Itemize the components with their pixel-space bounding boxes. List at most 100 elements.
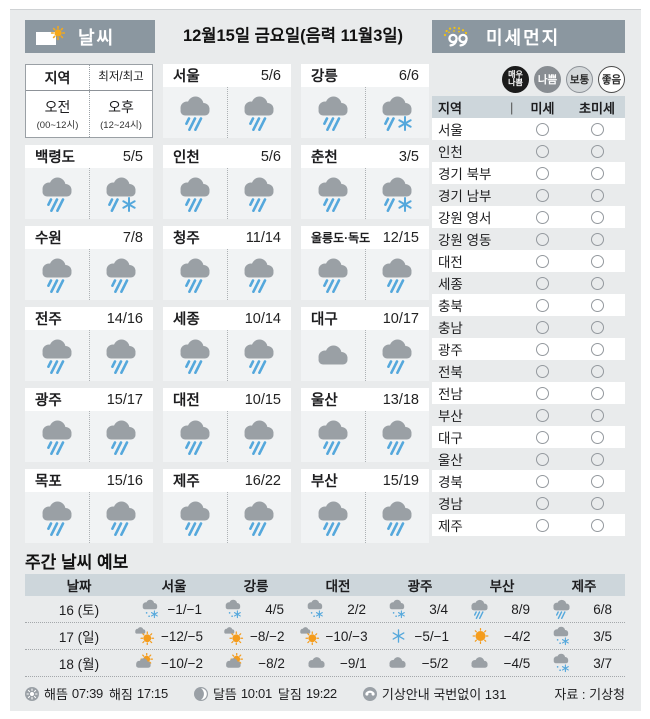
dust-section-header: 미세먼지 [432, 20, 625, 53]
weekly-temp: −5/2 [421, 655, 449, 671]
weather-cell: 울릉도·독도 12/15 [301, 226, 429, 300]
weekly-forecast-cell: 3/5 [544, 626, 625, 646]
fine-dust-status-circle [536, 166, 549, 180]
city-icons [25, 168, 153, 219]
city-icons [163, 87, 291, 138]
am-weather [25, 249, 89, 300]
dust-region-name: 강원 영동 [438, 233, 492, 248]
dust-rows: 서울 인천 경기 북부 경기 남부 강원 영서 강원 영동 대전 세종 충북 충남 광주 전북 전남 부산… [432, 118, 625, 536]
rain-icon [180, 96, 210, 131]
weekly-temp: −8/2 [258, 655, 285, 671]
dust-region-name: 서울 [438, 123, 463, 138]
sunrise-label: 해뜸 [44, 687, 68, 702]
weather-cell: 대전 10/15 [163, 388, 291, 462]
city-name-row: 세종 10/14 [163, 307, 291, 330]
fine-dust-status-circle [536, 276, 549, 290]
weekly-col-city: 광주 [407, 579, 433, 594]
weather-cell: 청주 11/14 [163, 226, 291, 300]
legend-ampm-row: 오전 (00~12시) 오후 (12~24시) [26, 91, 152, 137]
dust-region-name: 부산 [438, 409, 463, 424]
date-text: 12월15일 금요일(음력 11월3일) [182, 27, 404, 45]
weekly-forecast-cell: −9/1 [298, 653, 380, 673]
ultrafine-dust-status-circle [590, 386, 604, 400]
rain-snow-icon [106, 177, 136, 212]
weather-cell: 백령도 5/5 [25, 145, 153, 219]
pm-weather [88, 249, 154, 300]
rain-icon [318, 420, 348, 455]
dust-region-name: 충남 [438, 321, 463, 336]
city-icons [301, 249, 429, 300]
rain-icon [382, 420, 412, 455]
rain-icon [244, 501, 274, 536]
weather-cell: 목포 15/16 [25, 469, 153, 543]
weekly-temp: −10/−2 [161, 655, 204, 671]
weather-cell: 부산 15/19 [301, 469, 429, 543]
fine-dust-status-circle [536, 232, 549, 246]
ultrafine-dust-status-circle [590, 298, 604, 312]
city-icons [301, 411, 429, 462]
city-name-row: 수원 7/8 [25, 226, 153, 249]
fine-dust-status-circle [536, 408, 549, 422]
weekly-temp: −10/−3 [325, 628, 368, 644]
pm-weather [364, 87, 430, 138]
rain-icon [318, 258, 348, 293]
pm-weather [226, 492, 292, 543]
city-name-row: 전주 14/16 [25, 307, 153, 330]
ultrafine-dust-status-circle [590, 342, 604, 356]
dust-row: 강원 영서 [432, 206, 625, 228]
dust-row: 충남 [432, 316, 625, 338]
city-temp: 10/14 [244, 310, 281, 327]
rain-icon [382, 501, 412, 536]
city-icons [163, 411, 291, 462]
weekly-rows: 16 (토) −1/−1 4/5 2/2 3/4 8/9 6/8 17 (일) −12/−5 −8… [25, 596, 625, 677]
pm-weather [88, 330, 154, 381]
fine-dust-status-circle [536, 210, 549, 224]
legend-pm: 오후 (12~24시) [89, 91, 152, 137]
ultrafine-dust-status-circle [590, 144, 604, 158]
dust-row: 제주 [432, 514, 625, 536]
dust-row: 대구 [432, 426, 625, 448]
city-name: 춘천 [311, 150, 338, 166]
weekly-temp: −12/−5 [161, 628, 204, 644]
weekly-row: 18 (월) −10/−2 −8/2 −9/1 −5/2 −4/5 3/7 [25, 650, 625, 677]
city-name: 강릉 [311, 69, 338, 85]
pm-weather [364, 330, 430, 381]
city-temp: 16/22 [244, 472, 281, 489]
weather-cell: 대구 10/17 [301, 307, 429, 381]
dust-row: 경기 북부 [432, 162, 625, 184]
rain-icon [180, 258, 210, 293]
dust-row: 전남 [432, 382, 625, 404]
pm-weather [226, 168, 292, 219]
weekly-col-city: 강릉 [243, 579, 269, 594]
dust-row: 울산 [432, 448, 625, 470]
weekly-forecast-cell: −10/−3 [298, 626, 381, 646]
rain-icon [180, 501, 210, 536]
rain-icon [42, 177, 72, 212]
weekly-forecast-cell: −5/−1 [381, 626, 462, 646]
weekly-temp: 3/5 [593, 628, 613, 644]
am-weather [301, 87, 365, 138]
weekly-row: 16 (토) −1/−1 4/5 2/2 3/4 8/9 6/8 [25, 596, 625, 623]
city-temp: 12/15 [382, 229, 419, 246]
fine-dust-status-circle [536, 518, 549, 532]
weekly-row: 17 (일) −12/−5 −8/−2 −10/−3 −5/−1 −4/2 3/5 [25, 623, 625, 650]
ultrafine-dust-status-circle [590, 254, 604, 268]
weather-cell: 제주 16/22 [163, 469, 291, 543]
ultrafine-dust-status-circle [590, 496, 604, 510]
city-name: 대구 [311, 312, 338, 328]
cloud-sun-icon [225, 653, 243, 668]
city-temp: 11/14 [245, 229, 281, 246]
am-weather [25, 411, 89, 462]
weekly-temp: 3/4 [429, 601, 448, 617]
weekly-forecast-cell: −8/2 [216, 653, 298, 673]
weekly-forecast-cell: 2/2 [297, 599, 379, 619]
pm-weather [226, 330, 292, 381]
am-weather [301, 249, 365, 300]
fine-dust-status-circle [536, 298, 549, 312]
dust-row: 경남 [432, 492, 625, 514]
am-weather [301, 168, 365, 219]
city-temp: 15/16 [106, 472, 143, 489]
am-weather [301, 330, 365, 381]
rain-icon [244, 339, 274, 374]
dust-row: 대전 [432, 250, 625, 272]
